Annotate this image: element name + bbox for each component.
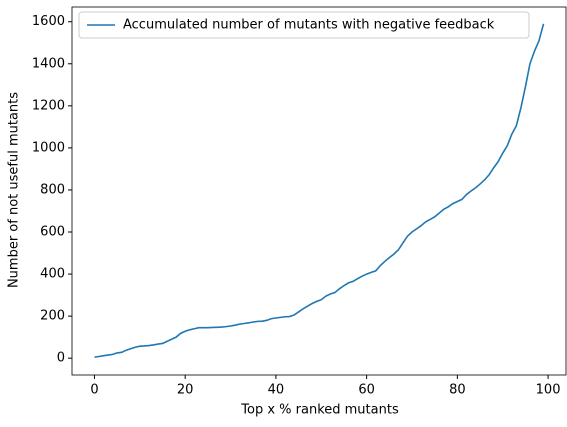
y-tick-label: 0: [57, 351, 65, 366]
x-axis-label: Top x % ranked mutants: [240, 403, 399, 418]
y-tick-label: 1000: [32, 140, 65, 155]
x-tick-label: 0: [90, 383, 98, 398]
line: [94, 23, 545, 358]
x-tick-label: 40: [268, 383, 285, 398]
legend: Accumulated number of mutants with negat…: [78, 11, 530, 39]
y-tick-label: 1400: [32, 56, 65, 71]
x-tick-label: 60: [358, 383, 375, 398]
y-tick-label: 1600: [32, 14, 65, 29]
x-tick-label: 80: [449, 383, 466, 398]
y-tick-label: 200: [40, 309, 65, 324]
y-tick-label: 400: [40, 267, 65, 282]
y-tick-label: 600: [40, 225, 65, 240]
y-tick-label: 1200: [32, 98, 65, 113]
x-tick-label: 20: [177, 383, 194, 398]
y-tick-label: 800: [40, 182, 65, 197]
legend-box: [78, 11, 530, 39]
y-axis-label: Number of not useful mutants: [7, 92, 22, 288]
legend-label: Accumulated number of mutants with negat…: [123, 18, 495, 33]
plot-frame: [71, 6, 567, 376]
x-tick-label: 100: [536, 383, 561, 398]
